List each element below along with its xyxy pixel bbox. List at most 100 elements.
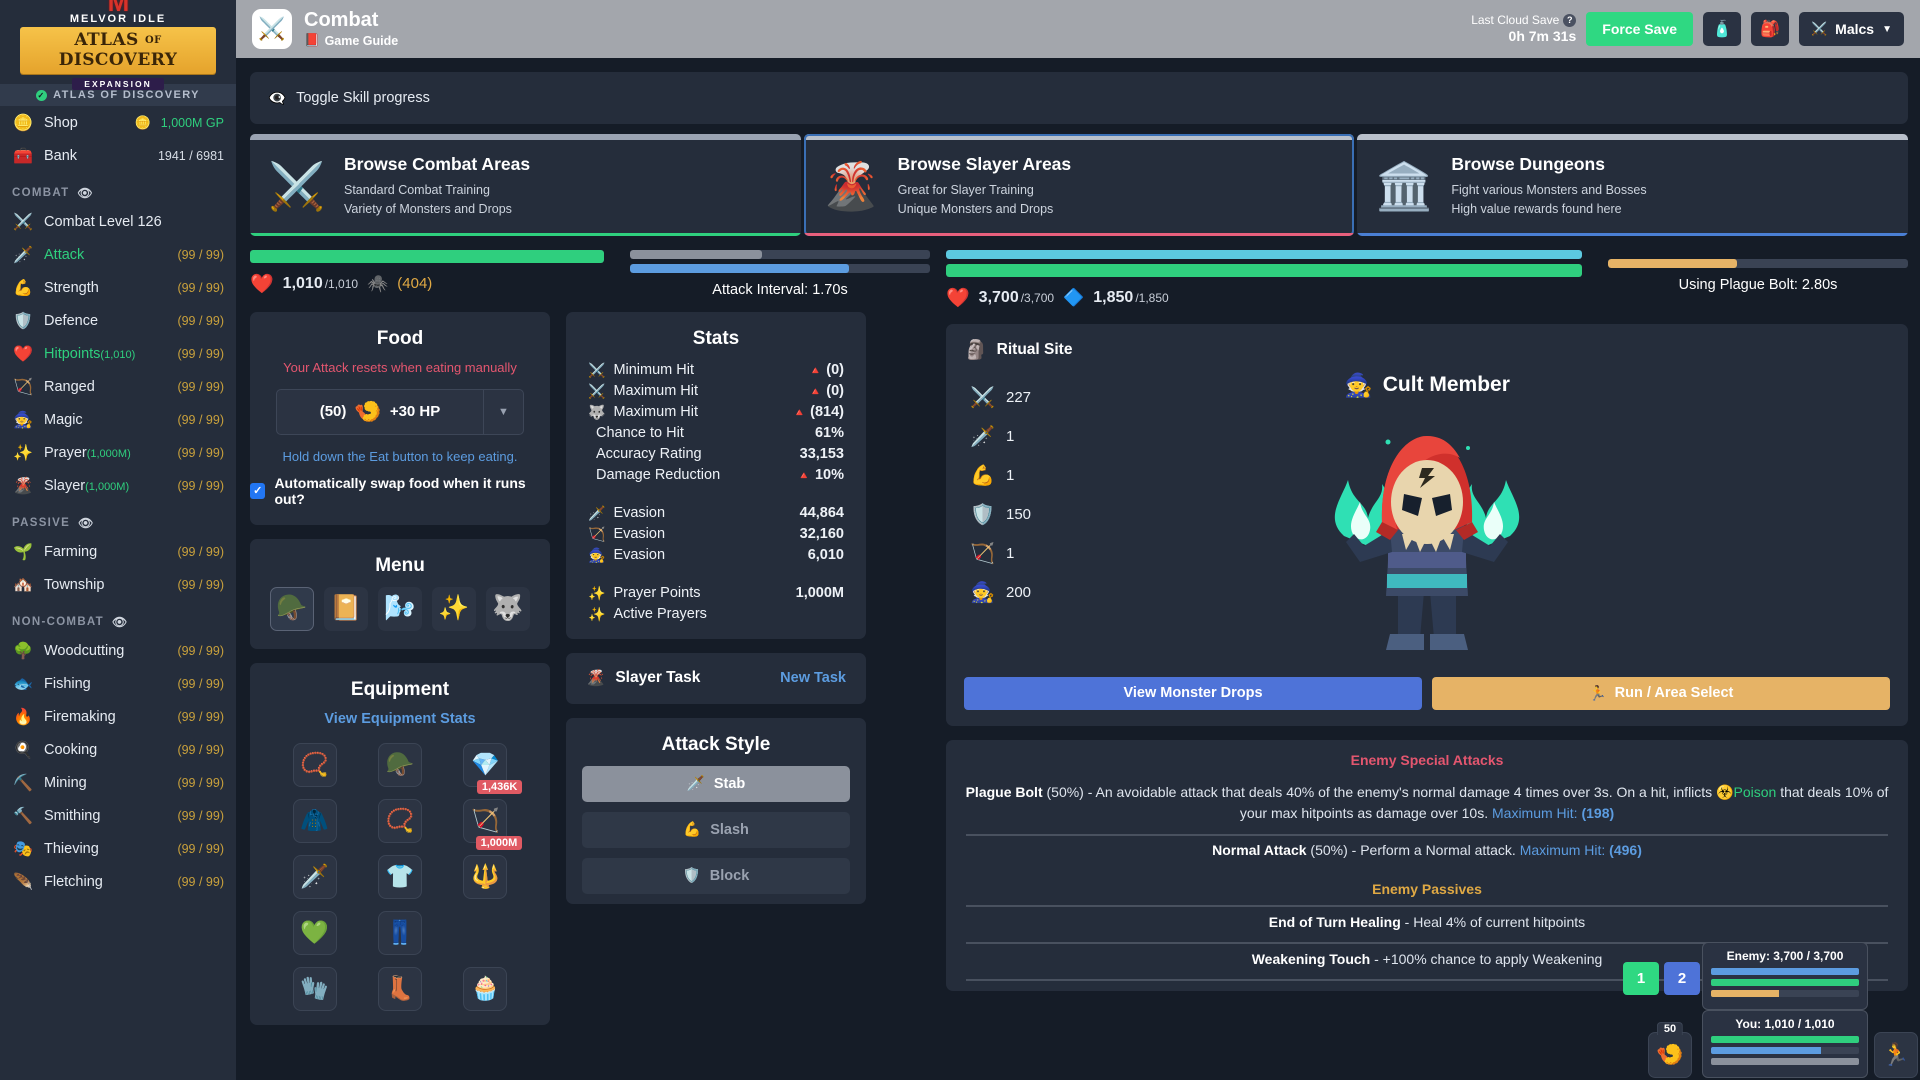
equipment-slot-platelegs-icon[interactable]: 👖 — [377, 910, 422, 955]
equipment-panel: Equipment View Equipment Stats 📿 🪖 💎 1,43… — [250, 662, 550, 1025]
chevron-down-icon[interactable]: ▼ — [483, 389, 523, 434]
using-attack-name: Plague Bolt — [1719, 276, 1794, 293]
attack-style-slash[interactable]: 💪 Slash — [582, 811, 850, 848]
sidebar-item-cooking[interactable]: 🍳 Cooking (99 / 99) — [0, 733, 236, 766]
browse-card-1[interactable]: ⚔️ Browse Combat Areas Standard Combat T… — [250, 134, 801, 236]
sidebar-item-farming[interactable]: 🌱 Farming (99 / 99) — [0, 535, 236, 568]
equipment-slot-ring-icon[interactable]: 💚 — [292, 910, 337, 955]
sidebar-item-mining[interactable]: ⛏️ Mining (99 / 99) — [0, 766, 236, 799]
township-icon: 🏘️ — [13, 576, 33, 594]
sidebar-item-bank[interactable]: 🧰 Bank 1941 / 6981 — [0, 139, 236, 172]
menu-item-wind-icon[interactable]: 🌬️ — [378, 586, 422, 631]
force-save-button[interactable]: Force Save — [1586, 12, 1693, 46]
enemy-stat-value: 150 — [1006, 505, 1032, 523]
enemy-page-2[interactable]: 2 — [1664, 962, 1700, 995]
equipment-slot-gloves-icon[interactable]: 🧤 — [292, 966, 337, 1011]
browse-card-3[interactable]: 🏛️ Browse Dungeons Fight various Monster… — [1357, 134, 1909, 236]
stat-value: 44,864 — [799, 505, 844, 522]
heart-icon: ❤️ — [250, 273, 274, 295]
brand-logo[interactable]: M MELVOR IDLE ATLAS OF DISCOVERY EXPANSI… — [0, 0, 236, 90]
enemy-stats-list: ⚔️ 227 🗡️ 1 💪 1 🛡️ 150 🏹 1 🧙 200 — [946, 362, 1908, 612]
equipment-slot-scimitar-icon[interactable]: 🗡️ — [292, 854, 337, 899]
sidebar-item-thieving[interactable]: 🎭 Thieving (99 / 99) — [0, 832, 236, 865]
sidebar-item-combat-level[interactable]: ⚔️ Combat Level 126 — [0, 205, 236, 238]
food-item[interactable]: (50) 🍤 +30 HP — [277, 390, 483, 434]
food-selector[interactable]: (50) 🍤 +30 HP ▼ — [276, 388, 524, 435]
muscle-icon: 💪 — [13, 279, 33, 297]
sidebar-item-fletching[interactable]: 🪶 Fletching (99 / 99) — [0, 865, 236, 898]
pet-icon[interactable]: 🎒 — [1750, 12, 1789, 46]
menu-item-spellbook-icon[interactable]: 📔 — [324, 586, 368, 631]
main-content: 👁️‍🗨️ Toggle Skill progress ⚔️ Browse Co… — [236, 58, 1920, 1080]
sidebar-item-defence[interactable]: 🛡️ Defence (99 / 99) — [0, 304, 236, 337]
fish-icon: 🐟 — [13, 675, 33, 693]
quick-run-button[interactable]: 🏃 — [1874, 1032, 1918, 1078]
view-monster-drops-button[interactable]: View Monster Drops — [964, 676, 1422, 710]
spellbook-icon: 📔 — [330, 594, 362, 623]
eye-icon[interactable]: 👁 — [78, 516, 95, 530]
sidebar-item-magic[interactable]: 🧙 Magic (99 / 99) — [0, 403, 236, 436]
attack-style-block[interactable]: 🛡️ Block — [582, 857, 850, 894]
brand-title-main: ATLAS — [74, 29, 139, 50]
coins-icon: 🪙 — [134, 114, 151, 130]
user-menu[interactable]: ⚔️ Malcs ▼ — [1798, 12, 1904, 46]
scimitar-icon: 🗡️ — [300, 863, 329, 890]
sidebar-item-township[interactable]: 🏘️ Township (99 / 99) — [0, 568, 236, 601]
browse-line-2: Unique Monsters and Drops — [897, 202, 1054, 217]
sidebar-item-fishing[interactable]: 🐟 Fishing (99 / 99) — [0, 667, 236, 700]
quick-eat-food-button[interactable]: 50 🍤 — [1648, 1022, 1692, 1078]
stat-value: 🔺 (0) — [808, 362, 844, 379]
sidebar-item-slayer[interactable]: 🌋 Slayer(1,000M) (99 / 99) — [0, 469, 236, 502]
browse-card-2[interactable]: 🌋 Browse Slayer Areas Great for Slayer T… — [803, 134, 1355, 236]
new-task-button[interactable]: New Task — [780, 670, 846, 687]
dagger-icon: 🔱 — [471, 863, 500, 890]
sidebar-item-woodcutting[interactable]: 🌳 Woodcutting (99 / 99) — [0, 634, 236, 667]
menu-item-combat-helmet-icon[interactable]: 🪖 — [270, 586, 314, 631]
skill-level-value: (99 / 99) — [177, 346, 224, 361]
equipment-slot-platebody-icon[interactable]: 👕 — [377, 854, 422, 899]
menu-item-wolf-icon[interactable]: 🐺 — [486, 586, 530, 631]
brand-expansion-tag: EXPANSION — [72, 77, 164, 90]
equipment-slot-boots-icon[interactable]: 👢 — [377, 966, 422, 1011]
equipment-slot-gem-icon[interactable]: 💎 1,436K — [463, 742, 523, 794]
equipment-slot-dagger-icon[interactable]: 🔱 — [463, 854, 508, 899]
special-attack-name: Normal Attack — [1212, 841, 1307, 858]
stat-label: Damage Reduction — [596, 467, 721, 484]
sidebar-item-prayer[interactable]: ✨ Prayer(1,000M) (99 / 99) — [0, 436, 236, 469]
toggle-skill-progress-button[interactable]: 👁️‍🗨️ Toggle Skill progress — [250, 72, 1908, 124]
stat-value: 1,000M — [795, 585, 844, 602]
enemy-area-name: Ritual Site — [996, 340, 1073, 358]
equipment-slot-consumable-icon[interactable]: 🧁 — [463, 966, 508, 1011]
equipment-slot-helmet-icon[interactable]: 🪖 — [377, 742, 422, 787]
sidebar-item-shop[interactable]: 🪙 Shop 🪙 1,000M GP — [0, 106, 236, 139]
run-area-select-button[interactable]: 🏃 Run / Area Select — [1432, 676, 1890, 710]
player-hp-block: ❤️ 1,010 /1,010 🕷️ (404) — [250, 249, 604, 296]
sidebar-item-ranged[interactable]: 🏹 Ranged (99 / 99) — [0, 370, 236, 403]
sidebar-item-strength[interactable]: 💪 Strength (99 / 99) — [0, 271, 236, 304]
skill-label: Township — [44, 576, 105, 593]
browse-line-1: Fight various Monsters and Bosses — [1451, 183, 1647, 197]
view-equipment-stats-link[interactable]: View Equipment Stats — [324, 710, 476, 727]
sidebar-item-smithing[interactable]: 🔨 Smithing (99 / 99) — [0, 799, 236, 832]
sword-icon: 🗡️ — [588, 504, 606, 521]
help-icon[interactable]: ? — [1563, 13, 1577, 27]
enemy-page-1[interactable]: 1 — [1623, 962, 1659, 995]
sidebar-item-attack[interactable]: 🗡️ Attack (99 / 99) — [0, 238, 236, 271]
equipment-slot-amulet-icon[interactable]: 📿 — [292, 742, 337, 787]
equipment-slot-arrow-icon[interactable]: 🏹 1,000M — [463, 798, 523, 850]
sidebar-item-hitpoints[interactable]: ❤️ Hitpoints(1,010) (99 / 99) — [0, 337, 236, 370]
equipment-slot-cape-icon[interactable]: 🧥 — [292, 798, 337, 843]
expansion-selector[interactable]: ✓ ATLAS OF DISCOVERY — [0, 84, 236, 106]
skill-label: Magic — [44, 411, 83, 428]
equipment-slot-necklace-icon[interactable]: 📿 — [377, 798, 422, 843]
attack-style-stab[interactable]: 🗡️ Stab — [582, 765, 850, 802]
sidebar-item-firemaking[interactable]: 🔥 Firemaking (99 / 99) — [0, 700, 236, 733]
menu-item-prayer-sparkle-icon[interactable]: ✨ — [432, 586, 476, 631]
page-icon: ⚔️ — [252, 9, 292, 49]
passive-row: End of Turn Healing - Heal 4% of current… — [1268, 913, 1586, 930]
eye-icon[interactable]: 👁 — [77, 186, 94, 200]
game-guide-link[interactable]: 📕 Game Guide — [304, 33, 398, 48]
eye-icon[interactable]: 👁 — [112, 615, 129, 629]
auto-swap-food-checkbox[interactable]: ✓ Automatically swap food when it runs o… — [250, 475, 550, 507]
potion-icon[interactable]: 🧴 — [1702, 12, 1741, 46]
